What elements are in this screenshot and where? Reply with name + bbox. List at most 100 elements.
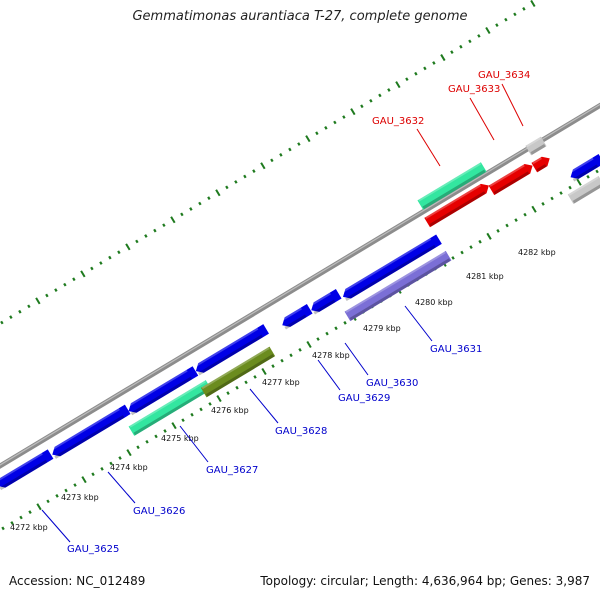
tick-mark bbox=[117, 250, 121, 255]
feature-shade bbox=[349, 258, 451, 321]
tick-mark bbox=[289, 353, 293, 358]
leader-line bbox=[249, 388, 279, 424]
gene-label-GAU_3628[interactable]: GAU_3628 bbox=[275, 426, 327, 437]
tick-mark bbox=[414, 71, 418, 76]
feature-shade bbox=[429, 191, 486, 227]
feature-shade bbox=[284, 314, 307, 330]
gene-GAU_3631 bbox=[341, 234, 442, 302]
tick-mark bbox=[334, 326, 338, 331]
gene-GAU_3634 bbox=[525, 136, 547, 156]
tick-mark bbox=[63, 282, 67, 287]
leader-line bbox=[41, 509, 71, 543]
feature-highlight bbox=[126, 369, 188, 408]
gene-label-GAU_3634[interactable]: GAU_3634 bbox=[478, 70, 530, 81]
tick-mark bbox=[576, 178, 582, 186]
feature-shade bbox=[133, 387, 211, 436]
tick-mark bbox=[91, 472, 95, 477]
gene-label-GAU_3625[interactable]: GAU_3625 bbox=[67, 544, 119, 555]
tick-mark bbox=[595, 169, 599, 174]
tick-mark bbox=[459, 44, 463, 49]
gene-GAU_3632 bbox=[424, 183, 489, 228]
tick-mark bbox=[19, 515, 23, 520]
feature-body bbox=[488, 164, 533, 196]
feature-highlight bbox=[568, 157, 594, 174]
feature-highlight bbox=[489, 164, 525, 187]
tick-mark bbox=[181, 418, 185, 423]
feature-shade bbox=[54, 415, 125, 459]
tick-mark bbox=[450, 50, 454, 54]
tick-mark bbox=[505, 223, 509, 228]
tick-mark bbox=[54, 288, 58, 292]
gene-label-GAU_3626[interactable]: GAU_3626 bbox=[133, 506, 185, 517]
tick-mark bbox=[136, 445, 140, 450]
tick-mark bbox=[586, 174, 590, 179]
tick-mark bbox=[496, 229, 500, 233]
gene-GAU_3627-fwd bbox=[126, 366, 199, 416]
tick-mark bbox=[162, 223, 166, 228]
feature-body bbox=[282, 304, 313, 327]
leader-line bbox=[344, 342, 369, 376]
tick-mark bbox=[395, 81, 401, 89]
gene-label-GAU_3631[interactable]: GAU_3631 bbox=[430, 344, 482, 355]
tick-mark bbox=[522, 7, 526, 11]
gene-label-GAU_3633[interactable]: GAU_3633 bbox=[448, 84, 500, 95]
tick-mark bbox=[523, 212, 527, 217]
tick-mark bbox=[100, 466, 104, 471]
tick-mark bbox=[145, 439, 149, 444]
feature-body bbox=[311, 289, 342, 312]
tick-mark bbox=[541, 202, 545, 206]
tick-mark bbox=[18, 309, 22, 314]
tick-mark bbox=[279, 153, 283, 157]
gene-labels: GAU_3625 GAU_3626 GAU_3627 GAU_3628 GAU_3629… bbox=[41, 70, 530, 555]
gene-GAU_3628 bbox=[200, 346, 276, 398]
feature-body bbox=[531, 156, 550, 173]
tick-mark bbox=[153, 228, 157, 233]
tick-mark bbox=[9, 315, 13, 319]
tick-mark bbox=[171, 422, 177, 430]
tick-mark bbox=[81, 476, 87, 484]
feature-shade bbox=[130, 376, 193, 416]
tick-mark bbox=[305, 135, 311, 143]
tick-mark bbox=[170, 216, 176, 224]
gene-GAU_3628-fwd bbox=[193, 324, 269, 376]
genome-summary: Topology: circular; Length: 4,636,964 bp… bbox=[260, 574, 590, 588]
tick-mark bbox=[315, 131, 319, 136]
gene-label-GAU_3630[interactable]: GAU_3630 bbox=[366, 378, 418, 389]
tick-mark bbox=[280, 358, 284, 363]
gene-label-GAU_3632[interactable]: GAU_3632 bbox=[372, 116, 424, 127]
feature-shade bbox=[198, 334, 263, 376]
gene-GAU_3633-b bbox=[531, 156, 550, 173]
tick-mark bbox=[35, 297, 41, 305]
feature-body bbox=[567, 176, 600, 204]
tick-mark bbox=[495, 23, 499, 27]
tick-mark bbox=[504, 17, 508, 22]
tick-mark bbox=[10, 521, 14, 525]
gene-GAU_3629 bbox=[280, 304, 313, 330]
feature-highlight bbox=[425, 184, 482, 220]
leader-line bbox=[404, 305, 433, 342]
tick-mark bbox=[387, 88, 391, 92]
tick-mark bbox=[27, 304, 31, 309]
tick-mark bbox=[350, 108, 356, 116]
backbone bbox=[0, 102, 600, 469]
tick-mark bbox=[28, 510, 32, 514]
tick-mark bbox=[154, 434, 158, 439]
gene-label-GAU_3629[interactable]: GAU_3629 bbox=[338, 393, 390, 404]
gene-next bbox=[568, 154, 600, 182]
feature-shade bbox=[313, 299, 336, 315]
feature-highlight bbox=[568, 176, 599, 196]
tick-mark bbox=[163, 429, 167, 433]
tick-mark bbox=[369, 98, 373, 103]
tick-label: 4273 kbp bbox=[61, 493, 99, 502]
tick-mark bbox=[190, 412, 194, 417]
tick-mark bbox=[234, 180, 238, 184]
tick-mark bbox=[64, 488, 68, 493]
gene-GAU_3630 bbox=[309, 289, 342, 315]
tick-mark bbox=[324, 126, 328, 130]
tick-mark bbox=[244, 380, 248, 385]
gene-label-GAU_3627[interactable]: GAU_3627 bbox=[206, 465, 258, 476]
tick-mark bbox=[118, 456, 122, 460]
tick-label: 4280 kbp bbox=[415, 298, 453, 307]
feature-body bbox=[525, 136, 547, 156]
